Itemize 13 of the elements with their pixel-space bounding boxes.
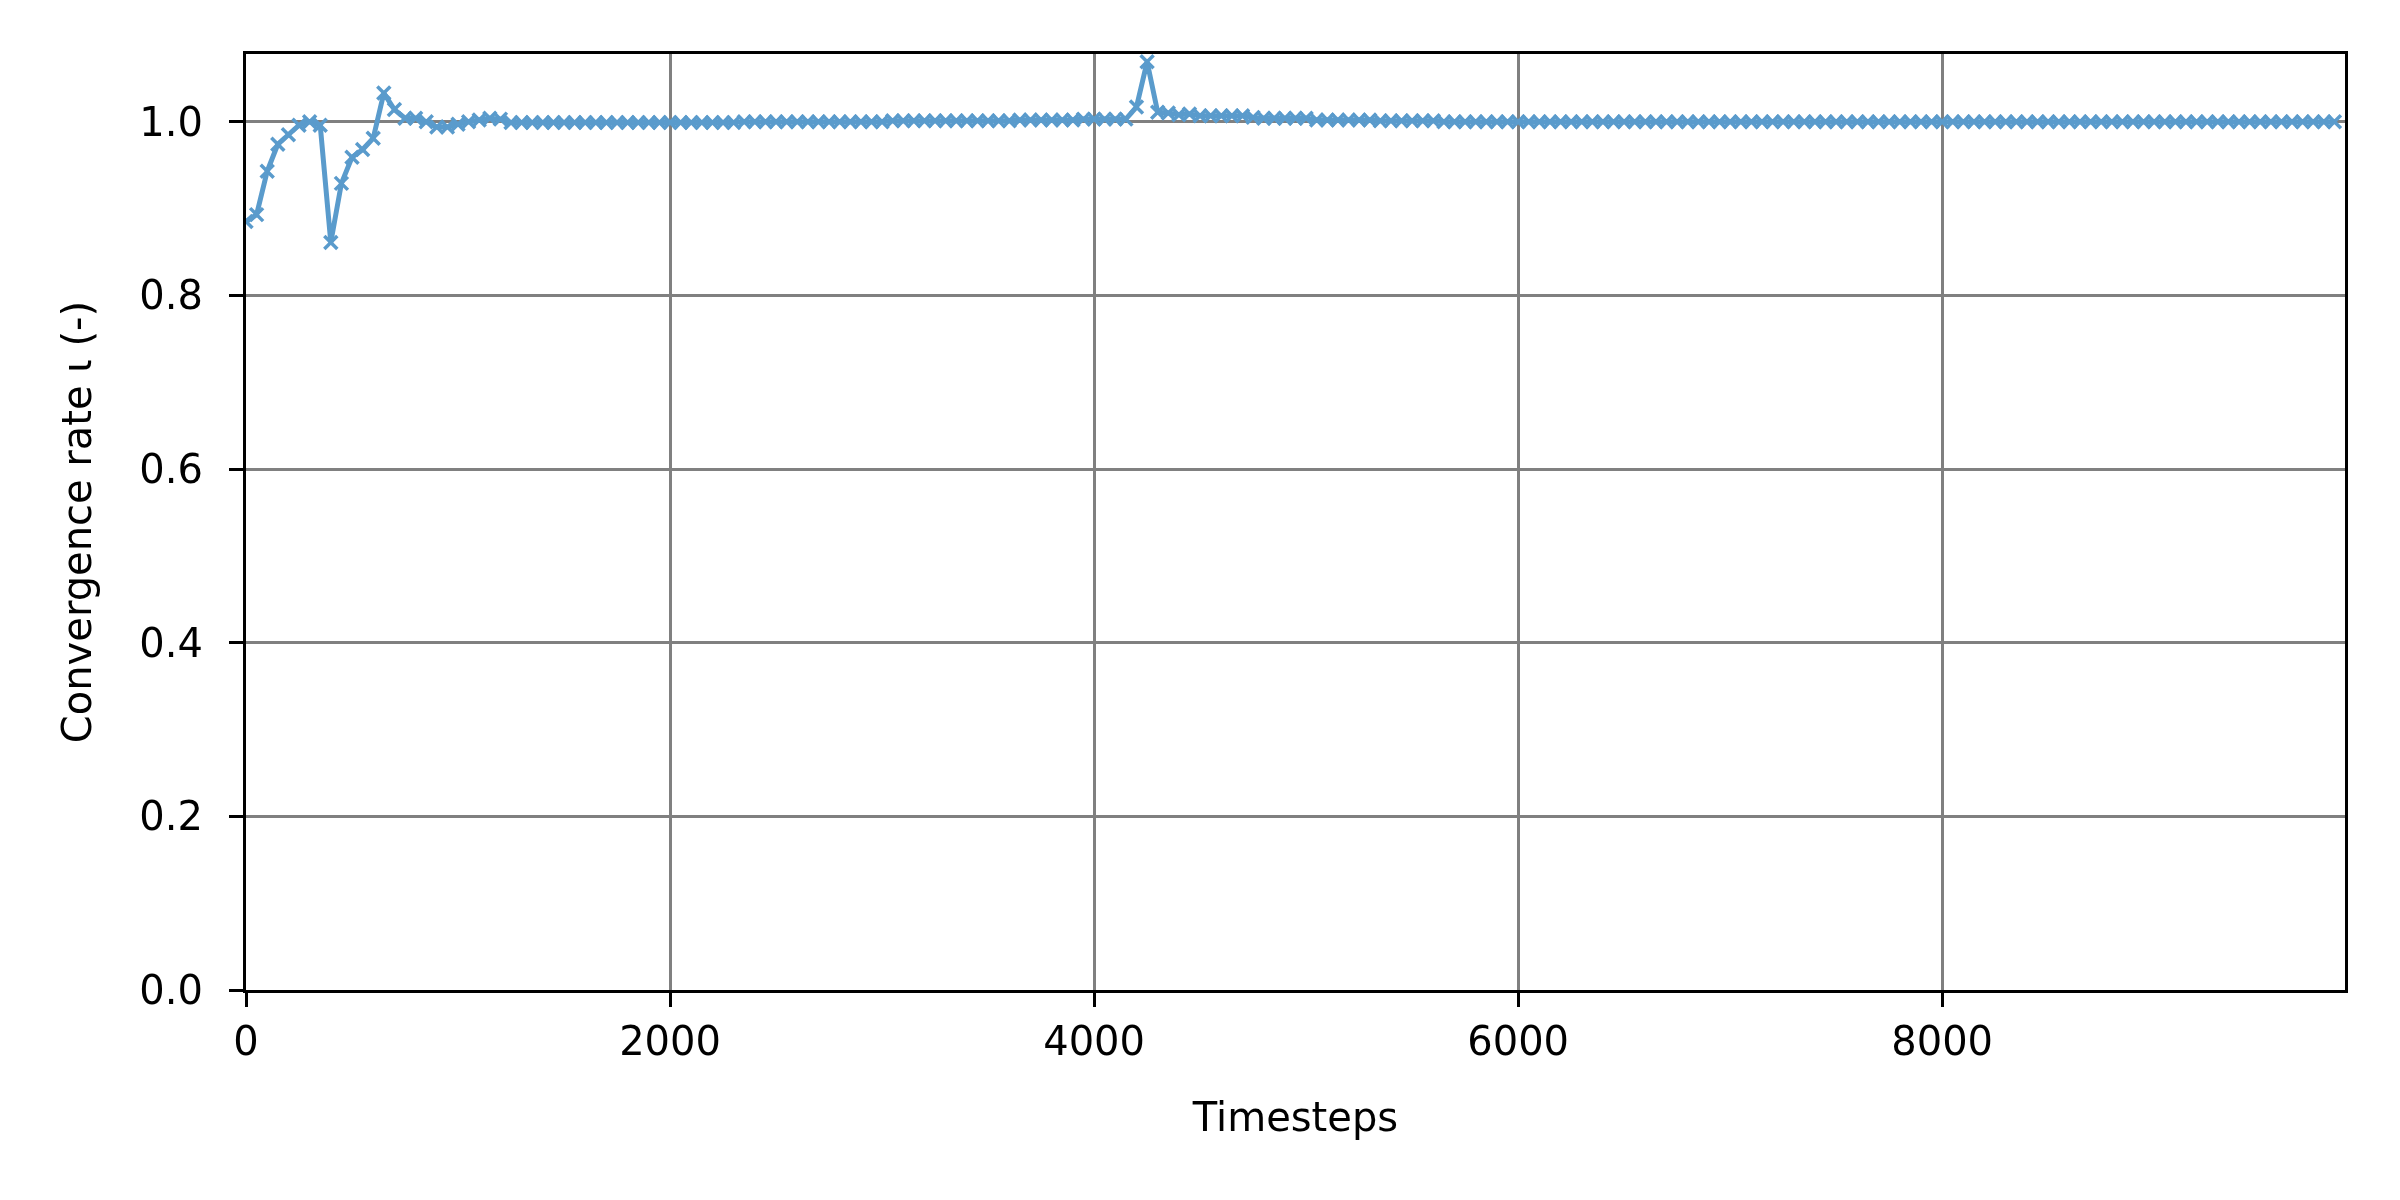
y-tick-label: 0.6 [139, 446, 203, 493]
x-tick-label: 8000 [1891, 1018, 1994, 1065]
y-tick-label: 0.2 [139, 793, 203, 840]
x-axis-title: Timesteps [1191, 1093, 1399, 1140]
y-tick-label: 0.0 [139, 967, 203, 1013]
x-tick-label: 2000 [619, 1018, 721, 1065]
y-tick-label: 1.0 [139, 98, 203, 145]
y-tick-label: 0.4 [139, 619, 203, 666]
x-tick-label: 6000 [1467, 1018, 1570, 1065]
x-tick-label: 0 [233, 1018, 259, 1065]
x-tick-label: 4000 [1043, 1018, 1145, 1065]
y-tick-label: 0.8 [139, 272, 203, 319]
y-axis-title: Convergence rate ι (-) [53, 300, 100, 744]
